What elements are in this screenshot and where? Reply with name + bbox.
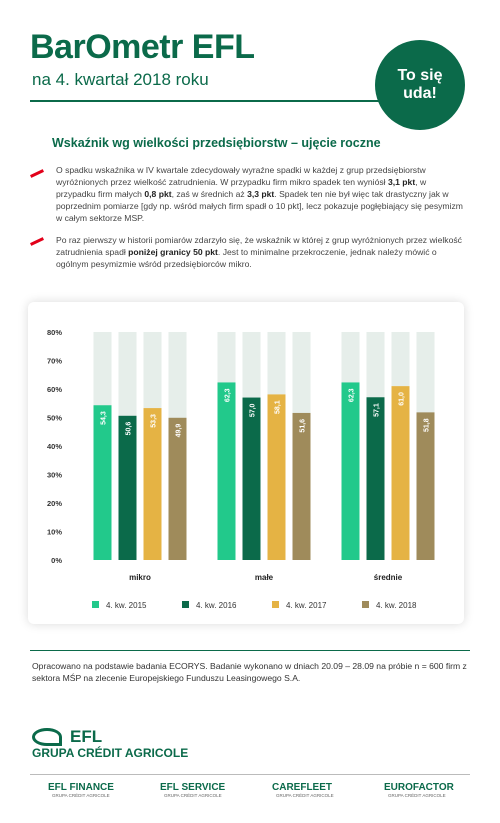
brand-sub: GRUPA CRÉDIT AGRICOLE: [388, 793, 446, 798]
rule: [30, 650, 470, 651]
logo: BarOmetr EFL: [30, 28, 255, 66]
bar: [93, 405, 112, 560]
y-tick-label: 60%: [47, 385, 62, 394]
legend-swatch: [272, 601, 279, 608]
value-label: 50,6: [126, 422, 133, 436]
text-run: . Spadek ten nie był więc tak drastyczny…: [56, 189, 463, 223]
text-run: 0,8 pkt: [144, 189, 172, 199]
rule: [30, 100, 382, 102]
brand-sub: GRUPA CRÉDIT AGRICOLE: [164, 793, 222, 798]
legend-swatch: [92, 601, 99, 608]
brands: EFL FINANCE GRUPA CRÉDIT AGRICOLE EFL SERV…: [30, 782, 470, 802]
paragraph: Po raz pierwszy w historii pomiarów zdar…: [56, 234, 466, 270]
badge-line: uda!: [403, 85, 437, 102]
brand-name: EFL SERVICE: [160, 782, 226, 793]
footer-logo-sub: GRUPA CRÉDIT AGRICOLE: [32, 746, 189, 760]
text-run: O spadku wskaźnika w IV kwartale zdecydo…: [56, 165, 426, 187]
x-tick-label: średnie: [374, 573, 403, 582]
value-label: 57,0: [250, 403, 257, 417]
brand: EFL FINANCE GRUPA CRÉDIT AGRICOLE: [30, 782, 114, 798]
section-title: Wskaźnik wg wielkości przedsiębiorstw – …: [52, 136, 381, 150]
brand-name: EFL FINANCE: [48, 782, 114, 793]
y-tick-label: 30%: [47, 471, 62, 480]
footer-note: Opracowano na podstawie badania ECORYS. …: [32, 661, 467, 683]
value-label: 51,6: [300, 419, 307, 433]
bar: [118, 415, 137, 560]
y-tick-label: 40%: [47, 442, 62, 451]
bar: [391, 386, 410, 560]
value-label: 57,1: [374, 403, 381, 417]
value-label: 62,3: [225, 388, 232, 402]
bar: [242, 397, 261, 560]
brand: CAREFLEET GRUPA CRÉDIT AGRICOLE: [254, 782, 334, 798]
rule: [30, 774, 470, 775]
value-label: 54,3: [101, 411, 108, 425]
legend-label: 4. kw. 2018: [376, 601, 417, 610]
icon: [32, 728, 62, 746]
brand: EUROFACTOR GRUPA CRÉDIT AGRICOLE: [366, 782, 454, 798]
brand-name: CAREFLEET: [272, 782, 332, 793]
value-label: 61,0: [399, 392, 406, 406]
paragraph: O spadku wskaźnika w IV kwartale zdecydo…: [56, 164, 466, 224]
value-label: 49,9: [176, 424, 183, 438]
y-tick-label: 70%: [47, 357, 62, 366]
brand-sub: GRUPA CRÉDIT AGRICOLE: [276, 793, 334, 798]
chart: 0% 10% 20% 30% 40% 50% 60% 70% 80% mikro 54,3 50,6 5…: [47, 328, 435, 610]
text-run: 3,1 pkt: [387, 177, 416, 187]
value-label: 51,8: [424, 418, 431, 432]
y-tick-label: 50%: [47, 414, 62, 423]
brand-name: EUROFACTOR: [384, 782, 454, 793]
text-run: , zaś w średnich aż: [171, 189, 248, 199]
bar: [416, 412, 435, 560]
legend-label: 4. kw. 2016: [196, 601, 237, 610]
subtitle: na 4. kwartał 2018 roku: [32, 70, 209, 89]
brand-sub: GRUPA CRÉDIT AGRICOLE: [52, 793, 110, 798]
y-tick-label: 10%: [47, 528, 62, 537]
bar: [341, 382, 360, 560]
bar: [267, 394, 286, 560]
text-run: poniżej granicy 50 pkt: [128, 247, 218, 257]
badge-line: To się: [397, 67, 443, 84]
bar: [366, 397, 385, 560]
legend-label: 4. kw. 2017: [286, 601, 327, 610]
text-run: Po raz pierwszy w historii pomiarów zdar…: [56, 235, 462, 257]
legend-swatch: [362, 601, 369, 608]
legend-swatch: [182, 601, 189, 608]
value-label: 58,1: [275, 400, 282, 414]
brand: EFL SERVICE GRUPA CRÉDIT AGRICOLE: [142, 782, 225, 798]
footer-logo: EFL: [70, 727, 103, 746]
value-label: 62,3: [349, 388, 356, 402]
bar: [168, 417, 187, 560]
text-run: 3,3 pkt: [247, 189, 275, 199]
bar: [143, 408, 162, 560]
text-run: , w przypadku firm małych: [56, 177, 427, 199]
legend-label: 4. kw. 2015: [106, 601, 147, 610]
bar: [217, 382, 236, 560]
value-label: 53,3: [151, 414, 158, 428]
x-tick-label: mikro: [129, 573, 151, 582]
y-tick-label: 20%: [47, 499, 62, 508]
text-run: . Jest to minimalne przekroczenie, jedna…: [56, 247, 437, 269]
bar: [292, 412, 311, 560]
y-tick-label: 0%: [51, 556, 62, 565]
badge: To się uda!: [375, 40, 465, 130]
y-tick-label: 80%: [47, 328, 62, 337]
x-tick-label: małe: [255, 573, 274, 582]
